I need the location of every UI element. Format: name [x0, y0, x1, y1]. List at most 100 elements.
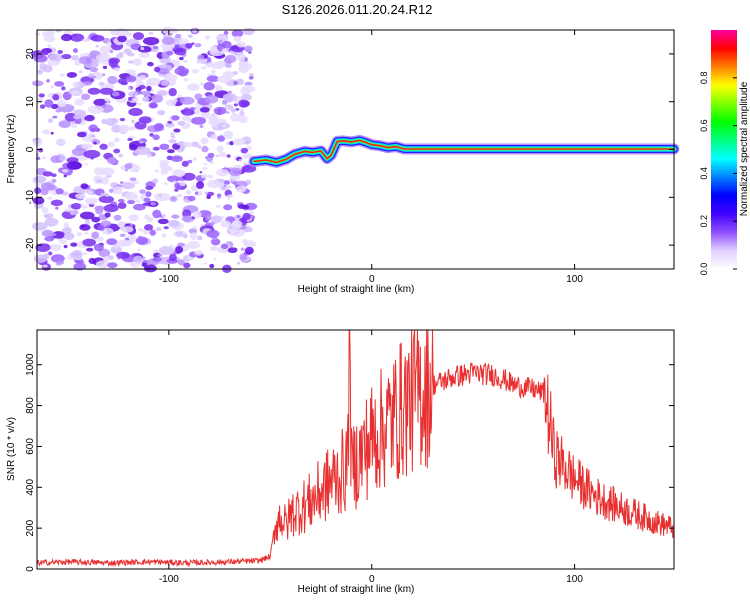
noise-speckle: [197, 235, 203, 241]
noise-speckle: [194, 43, 202, 48]
noise-speckle: [139, 195, 144, 199]
noise-speckle: [235, 185, 247, 193]
y-tick-label: 800: [25, 397, 36, 414]
noise-speckle: [128, 86, 132, 90]
noise-speckle: [96, 179, 103, 183]
noise-speckle: [64, 208, 72, 213]
noise-speckle: [160, 165, 173, 172]
y-tick-label: -10: [25, 190, 36, 205]
noise-speckle: [210, 238, 221, 246]
noise-speckle: [127, 60, 135, 64]
noise-speckle: [115, 240, 129, 248]
noise-speckle: [82, 38, 90, 43]
noise-speckle: [175, 33, 182, 39]
noise-speckle: [156, 110, 166, 116]
noise-speckle: [133, 180, 140, 185]
noise-speckle: [49, 243, 62, 252]
noise-speckle: [44, 50, 49, 56]
noise-speckle: [110, 29, 122, 36]
noise-speckle: [113, 148, 121, 154]
noise-speckle: [38, 147, 44, 153]
noise-speckle: [61, 86, 66, 91]
noise-speckle: [230, 113, 241, 122]
noise-speckle: [187, 240, 200, 250]
noise-speckle: [63, 174, 67, 178]
noise-speckle: [138, 52, 151, 59]
noise-speckle: [81, 143, 93, 150]
noise-speckle: [35, 243, 51, 252]
colorbar: 0.0 0.2 0.4 0.6 0.8 Normalized spectral ampl…: [699, 30, 750, 275]
y-tick-label: 0: [25, 146, 36, 152]
y-tick-label: 200: [25, 519, 36, 536]
noise-speckle: [145, 185, 154, 190]
noise-speckle: [95, 44, 99, 48]
noise-speckle: [157, 254, 163, 257]
noise-speckle: [240, 147, 249, 154]
noise-speckle: [235, 52, 246, 59]
noise-speckle: [59, 155, 67, 162]
noise-speckle: [169, 253, 177, 262]
y-tick-label: 1000: [25, 353, 36, 376]
noise-speckle: [44, 99, 54, 108]
colorbar-tick-label: 0.2: [699, 215, 709, 228]
noise-speckle: [231, 29, 244, 38]
noise-speckle: [72, 48, 78, 53]
noise-speckle: [232, 138, 246, 146]
noise-speckle: [86, 247, 94, 252]
noise-speckle: [51, 173, 57, 178]
noise-speckle: [50, 254, 65, 263]
noise-speckle: [32, 221, 48, 231]
noise-speckle: [171, 115, 180, 121]
noise-speckle: [210, 69, 216, 73]
noise-speckle: [82, 252, 88, 256]
noise-speckle: [95, 260, 111, 269]
noise-speckle: [206, 229, 220, 238]
noise-speckle: [71, 54, 79, 61]
noise-speckle: [100, 220, 112, 227]
noise-speckle: [183, 78, 189, 82]
noise-speckle: [88, 124, 99, 133]
noise-speckle: [174, 188, 179, 192]
noise-speckle: [55, 188, 64, 195]
noise-speckle: [133, 58, 142, 66]
noise-speckle: [226, 154, 231, 158]
noise-speckle: [56, 100, 67, 108]
x-tick-label: 100: [566, 274, 583, 285]
noise-speckle: [63, 232, 75, 241]
noise-speckle: [107, 141, 115, 148]
noise-speckle: [163, 226, 169, 230]
noise-speckle: [107, 262, 118, 269]
noise-speckle: [146, 85, 152, 92]
noise-speckle: [145, 191, 152, 198]
noise-speckle: [148, 102, 158, 109]
noise-speckle: [111, 91, 120, 97]
noise-speckle: [124, 163, 133, 170]
noise-speckle: [117, 35, 127, 43]
noise-speckle: [33, 254, 48, 263]
noise-speckle: [230, 108, 237, 113]
noise-speckle: [70, 33, 85, 42]
noise-speckle: [180, 109, 186, 113]
noise-speckle: [202, 166, 208, 170]
noise-speckle: [149, 229, 156, 236]
noise-speckle: [101, 52, 110, 59]
noise-speckle: [181, 215, 192, 222]
noise-speckle: [177, 259, 186, 266]
noise-speckle: [186, 83, 200, 91]
noise-speckle: [238, 115, 248, 124]
noise-speckle: [190, 141, 200, 148]
noise-speckle: [50, 131, 54, 135]
noise-speckle: [216, 145, 224, 153]
noise-speckle: [87, 132, 95, 139]
noise-speckle: [192, 226, 198, 229]
noise-speckle: [64, 112, 77, 122]
noise-speckle: [151, 94, 164, 103]
noise-speckle: [103, 204, 119, 213]
noise-speckle: [161, 233, 167, 238]
noise-speckle: [52, 115, 58, 119]
noise-speckle: [152, 45, 159, 50]
noise-speckle: [226, 197, 230, 200]
noise-speckle: [76, 131, 87, 138]
colorbar-ticks: 0.0 0.2 0.4 0.6 0.8: [699, 72, 737, 275]
